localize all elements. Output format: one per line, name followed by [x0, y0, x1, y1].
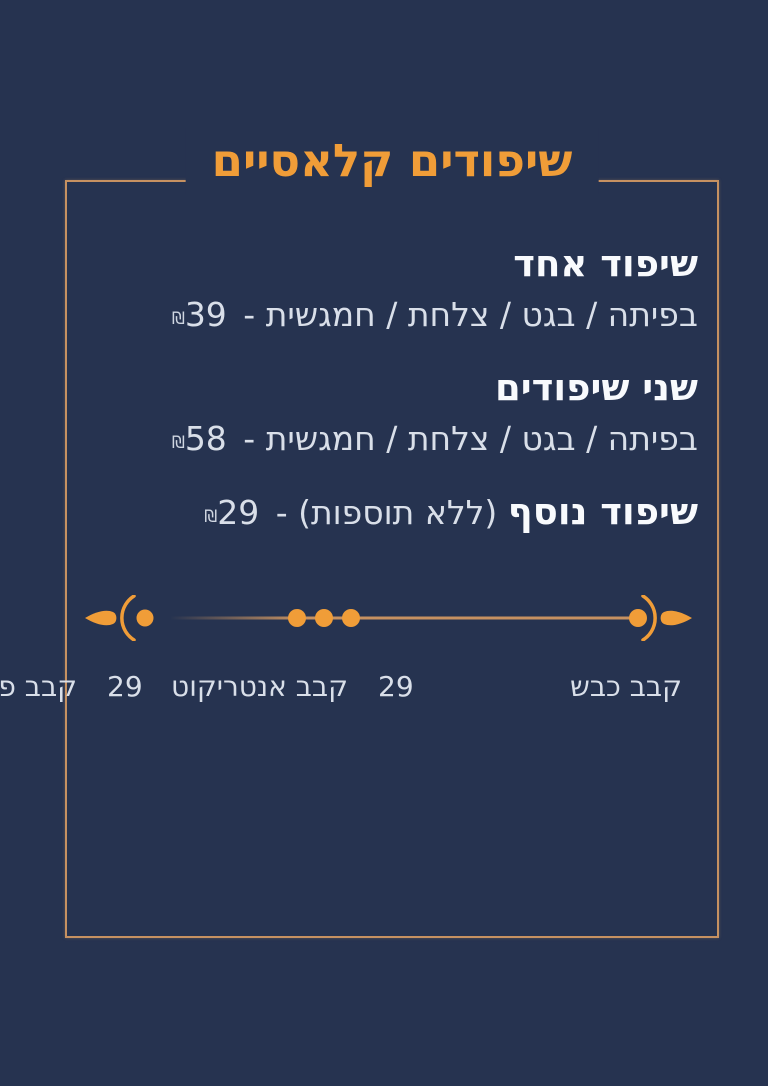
list-item: קבב אנטריקוט 29	[107, 663, 348, 711]
item-price: 29	[107, 670, 143, 704]
combo-description: בפיתה / בגט / צלחת / חמגשית -	[232, 295, 698, 334]
combo-description: בפיתה / בגט / צלחת / חמגשית -	[232, 419, 698, 458]
item-price: 29	[378, 670, 414, 704]
combo-one-skewer-name: שיפוד אחד	[513, 242, 698, 285]
combo-extra-skewer-line: שיפוד נוסף (ללא תוספות) - ₪29	[97, 486, 698, 545]
item-name: קבב פרגית	[0, 670, 77, 704]
price-value: 29	[217, 493, 260, 532]
price-value: 39	[184, 295, 227, 334]
combo-extra-skewer-name: שיפוד נוסף	[507, 490, 698, 533]
menu-title: שיפודים קלאסיים	[185, 128, 599, 194]
combo-one-skewer-line: בפיתה / בגט / צלחת / חמגשית - ₪39	[97, 292, 698, 344]
ornamental-divider-icon	[85, 595, 692, 641]
price: ₪58	[172, 419, 227, 458]
shekel-symbol: ₪	[204, 507, 218, 526]
price-value: 58	[184, 419, 227, 458]
combo-two-skewers-line: בפיתה / בגט / צלחת / חמגשית - ₪58	[97, 416, 698, 468]
combo-two-skewers-name: שני שיפודים	[495, 366, 698, 409]
list-item: קבב כבש 29	[378, 663, 682, 711]
menu-frame: שיפודים קלאסיים שיפוד אחד בפיתה / בגט / …	[0, 128, 719, 938]
item-name: קבב אנטריקוט	[171, 670, 348, 704]
item-name: קבב כבש	[570, 670, 682, 704]
shekel-symbol: ₪	[171, 433, 185, 452]
price: ₪29	[204, 493, 259, 532]
shekel-symbol: ₪	[171, 309, 185, 328]
price: ₪39	[172, 295, 227, 334]
combo-description: (ללא תוספות) -	[265, 493, 508, 532]
list-item: קבב פרגית29	[0, 663, 77, 711]
